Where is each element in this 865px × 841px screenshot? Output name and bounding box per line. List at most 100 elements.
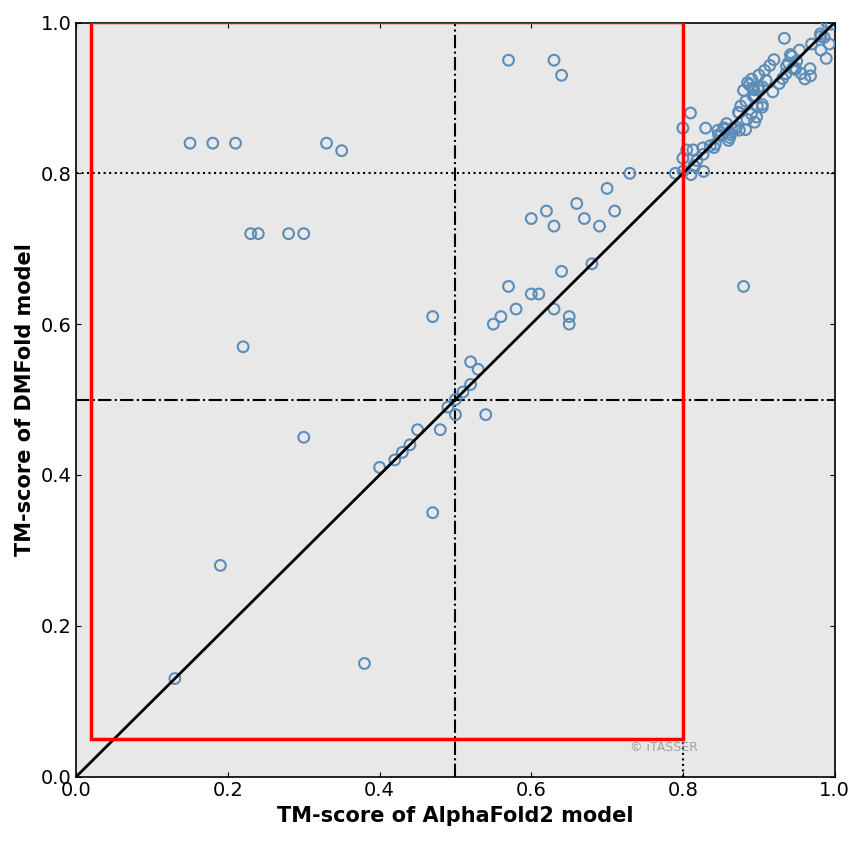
Point <box>319 136 333 150</box>
Point <box>562 317 576 331</box>
Point <box>441 400 455 414</box>
Point <box>723 130 737 144</box>
Point <box>686 143 700 156</box>
Point <box>695 141 709 155</box>
Point <box>669 167 682 180</box>
Point <box>547 302 561 315</box>
Point <box>729 120 743 134</box>
Point <box>739 123 753 136</box>
Point <box>788 61 802 75</box>
Point <box>819 51 833 65</box>
Point <box>502 54 516 67</box>
Point <box>718 123 732 136</box>
Point <box>739 94 753 108</box>
Point <box>752 80 766 93</box>
Point <box>817 30 831 44</box>
Point <box>803 62 817 76</box>
Point <box>547 54 561 67</box>
Point <box>824 18 838 31</box>
Point <box>688 160 702 173</box>
Point <box>524 212 538 225</box>
Point <box>748 89 762 103</box>
Point <box>502 280 516 294</box>
X-axis label: TM-score of AlphaFold2 model: TM-score of AlphaFold2 model <box>277 806 634 826</box>
Text: © iTASSER: © iTASSER <box>631 741 698 754</box>
Point <box>814 44 828 57</box>
Point <box>720 117 734 130</box>
Point <box>680 143 694 156</box>
Point <box>509 302 523 315</box>
Point <box>183 136 197 150</box>
Point <box>759 74 773 87</box>
Point <box>792 44 806 57</box>
Point <box>684 168 698 182</box>
Point <box>578 212 592 225</box>
Point <box>779 60 793 73</box>
Point <box>585 257 599 271</box>
Point <box>676 164 690 177</box>
Point <box>821 16 835 29</box>
Point <box>600 182 614 195</box>
Point <box>814 29 828 43</box>
Point <box>779 67 793 81</box>
Point <box>676 121 689 135</box>
Point <box>717 121 731 135</box>
Point <box>745 108 759 121</box>
Point <box>456 385 470 399</box>
Point <box>282 227 296 241</box>
Point <box>449 408 463 421</box>
Point <box>479 408 493 421</box>
Point <box>794 66 808 80</box>
Point <box>547 220 561 233</box>
Point <box>778 32 791 45</box>
Point <box>789 63 803 77</box>
Point <box>755 98 769 111</box>
Point <box>297 227 311 241</box>
Point <box>784 48 798 61</box>
Point <box>168 672 182 685</box>
Point <box>699 121 713 135</box>
Point <box>228 136 242 150</box>
Point <box>676 151 689 165</box>
Point <box>751 100 765 114</box>
Point <box>540 204 554 218</box>
Point <box>798 72 811 86</box>
Point <box>712 128 726 141</box>
Point <box>763 59 777 72</box>
Point <box>813 27 827 40</box>
Point <box>554 265 568 278</box>
Point <box>737 83 751 97</box>
Point <box>711 124 725 137</box>
Point <box>708 137 722 151</box>
Point <box>696 165 710 178</box>
Point <box>732 105 746 119</box>
Point <box>426 506 439 520</box>
Point <box>728 123 742 136</box>
Point <box>524 288 538 301</box>
Point <box>755 80 769 93</box>
Point <box>745 72 759 86</box>
Point <box>740 76 754 89</box>
Point <box>804 37 818 50</box>
Point <box>403 438 417 452</box>
Point <box>752 83 766 97</box>
Point <box>723 125 737 139</box>
Point <box>236 340 250 353</box>
Point <box>214 558 227 572</box>
Point <box>494 309 508 323</box>
Point <box>742 78 756 92</box>
Point <box>683 106 697 119</box>
Point <box>747 115 761 129</box>
Point <box>335 144 349 157</box>
Point <box>687 159 701 172</box>
Point <box>690 154 704 167</box>
Point <box>721 134 735 147</box>
Point <box>725 122 739 135</box>
Point <box>206 136 220 150</box>
Point <box>471 362 485 376</box>
Point <box>772 77 786 90</box>
Point <box>804 69 817 82</box>
Point <box>464 378 477 391</box>
Point <box>570 197 584 210</box>
Point <box>244 227 258 241</box>
